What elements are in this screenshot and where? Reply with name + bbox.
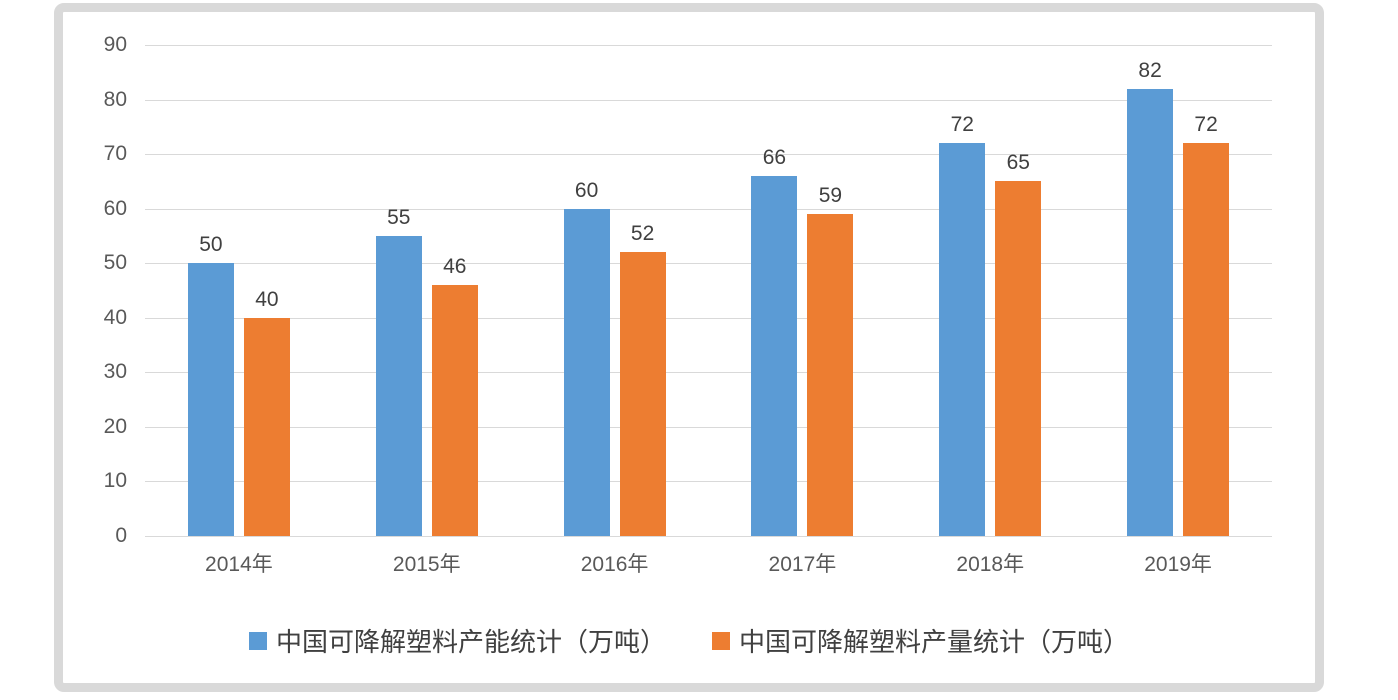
bar-label-capacity-2016年: 60 — [574, 178, 599, 202]
gridline-20 — [145, 427, 1272, 428]
y-tick-label-70: 70 — [103, 142, 127, 165]
legend-label-capacity: 中国可降解塑料产能统计（万吨） — [275, 627, 666, 657]
y-tick-label-90: 90 — [103, 33, 127, 56]
legend-label-production: 中国可降解塑料产量统计（万吨） — [739, 627, 1130, 657]
gridline-90 — [145, 45, 1272, 46]
bar-capacity-2014年 — [187, 263, 234, 536]
y-tick-label-60: 60 — [103, 197, 127, 220]
y-tick-label-40: 40 — [103, 306, 127, 329]
bar-production-2018年 — [995, 181, 1042, 536]
gridline-40 — [145, 318, 1272, 319]
x-tick-label-2018年: 2018年 — [956, 553, 1025, 576]
bar-production-2014年 — [243, 317, 290, 536]
bar-label-production-2018年: 65 — [1006, 151, 1030, 175]
x-tick-label-2015年: 2015年 — [392, 553, 461, 576]
bar-capacity-2016年 — [563, 208, 610, 536]
legend-item-production: 中国可降解塑料产量统计（万吨） — [712, 622, 1129, 659]
bar-capacity-2017年 — [751, 175, 798, 536]
bar-label-production-2017年: 59 — [818, 184, 843, 208]
gridline-50 — [145, 263, 1272, 264]
gridline-0 — [145, 536, 1272, 537]
gridline-10 — [145, 481, 1272, 482]
bar-label-production-2015年: 46 — [443, 255, 467, 279]
gridline-70 — [145, 154, 1272, 155]
x-tick-label-2016年: 2016年 — [580, 553, 649, 576]
bar-production-2017年 — [807, 214, 854, 536]
legend-swatch-capacity-icon — [248, 631, 267, 650]
y-tick-label-20: 20 — [103, 415, 127, 438]
bar-label-production-2019年: 72 — [1194, 113, 1218, 137]
chart-legend: 中国可降解塑料产能统计（万吨） 中国可降解塑料产量统计（万吨） — [63, 622, 1315, 659]
bar-label-capacity-2018年: 72 — [950, 113, 974, 137]
bar-capacity-2019年 — [1127, 88, 1174, 536]
y-tick-label-80: 80 — [103, 88, 127, 111]
legend-swatch-production-icon — [712, 631, 730, 650]
y-tick-label-10: 10 — [103, 469, 127, 492]
bar-label-production-2014年: 40 — [255, 287, 279, 311]
x-tick-label-2017年: 2017年 — [768, 553, 837, 576]
x-tick-label-2019年: 2019年 — [1144, 553, 1212, 576]
bar-capacity-2015年 — [375, 235, 422, 536]
chart-frame: 0 10 20 30 40 50 60 70 80 90 50 40 2014年 55 46 2015年 60 5… — [54, 3, 1324, 692]
gridline-60 — [145, 209, 1272, 210]
bar-label-production-2016年: 52 — [630, 222, 655, 246]
legend-item-capacity: 中国可降解塑料产能统计（万吨） — [248, 622, 666, 659]
y-tick-label-30: 30 — [103, 360, 127, 383]
bar-label-capacity-2015年: 55 — [387, 205, 411, 229]
bar-label-capacity-2019年: 82 — [1138, 58, 1162, 82]
gridline-30 — [145, 372, 1272, 373]
bar-label-capacity-2017年: 66 — [762, 145, 787, 169]
y-tick-label-0: 0 — [115, 524, 127, 547]
plot-area: 0 10 20 30 40 50 60 70 80 90 50 40 2014年 55 46 2015年 60 5… — [63, 12, 1315, 683]
bar-label-capacity-2014年: 50 — [199, 233, 223, 257]
x-tick-label-2014年: 2014年 — [205, 553, 273, 576]
y-tick-label-50: 50 — [103, 251, 127, 274]
bar-production-2019年 — [1183, 143, 1230, 536]
bar-production-2016年 — [619, 252, 666, 536]
bar-production-2015年 — [431, 285, 478, 536]
gridline-80 — [145, 100, 1272, 101]
bar-capacity-2018年 — [939, 143, 986, 536]
